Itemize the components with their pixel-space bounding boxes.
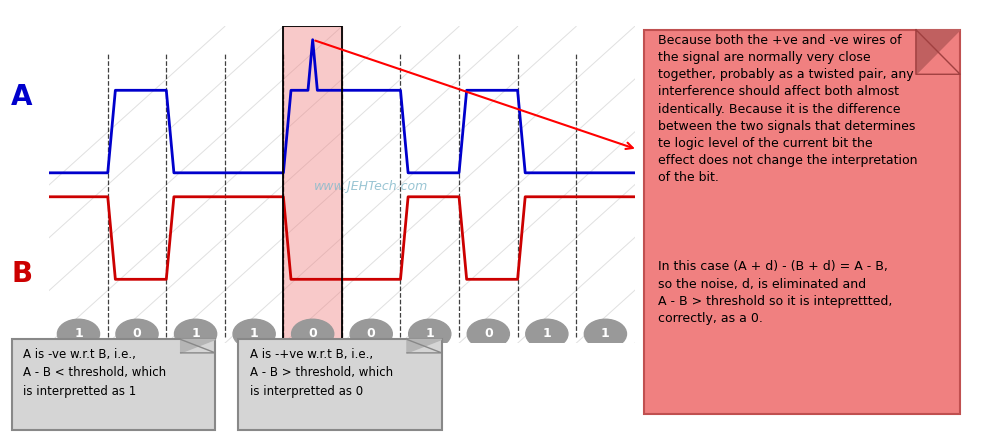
Text: B: B [12,260,32,288]
Text: 0: 0 [484,327,493,341]
Bar [283,26,342,343]
Text: In this case (A + d) - (B + d) = A - B,
so the noise, d, is eliminated and
A - B: In this case (A + d) - (B + d) = A - B, … [658,260,892,325]
Text: 1: 1 [542,327,551,341]
Polygon shape [916,30,960,74]
Text: Because both the +ve and -ve wires of
the signal are normally very close
togethe: Because both the +ve and -ve wires of th… [658,34,917,184]
Text: A: A [11,83,32,111]
Ellipse shape [174,319,216,348]
Ellipse shape [467,319,510,348]
Ellipse shape [408,319,451,348]
Bar [283,26,342,343]
FancyBboxPatch shape [645,30,960,414]
Text: A is -ve w.r.t B, i.e.,
A - B < threshold, which
is interpretted as 1: A is -ve w.r.t B, i.e., A - B < threshol… [24,348,166,398]
Text: 1: 1 [250,327,259,341]
Text: 1: 1 [601,327,610,341]
Text: 1: 1 [74,327,83,341]
Ellipse shape [57,319,99,348]
FancyBboxPatch shape [12,339,215,430]
Ellipse shape [291,319,334,348]
Ellipse shape [116,319,158,348]
Text: www.JEHTech.com: www.JEHTech.com [314,180,428,193]
Ellipse shape [233,319,276,348]
Polygon shape [407,339,442,353]
Text: 0: 0 [367,327,376,341]
Text: 0: 0 [133,327,142,341]
Ellipse shape [525,319,568,348]
Ellipse shape [350,319,393,348]
Text: 1: 1 [191,327,200,341]
Ellipse shape [584,319,627,348]
Text: A is -+ve w.r.t B, i.e.,
A - B > threshold, which
is interpretted as 0: A is -+ve w.r.t B, i.e., A - B > thresho… [250,348,393,398]
FancyBboxPatch shape [238,339,442,430]
Polygon shape [181,339,215,353]
Text: 0: 0 [308,327,317,341]
Text: 1: 1 [425,327,434,341]
